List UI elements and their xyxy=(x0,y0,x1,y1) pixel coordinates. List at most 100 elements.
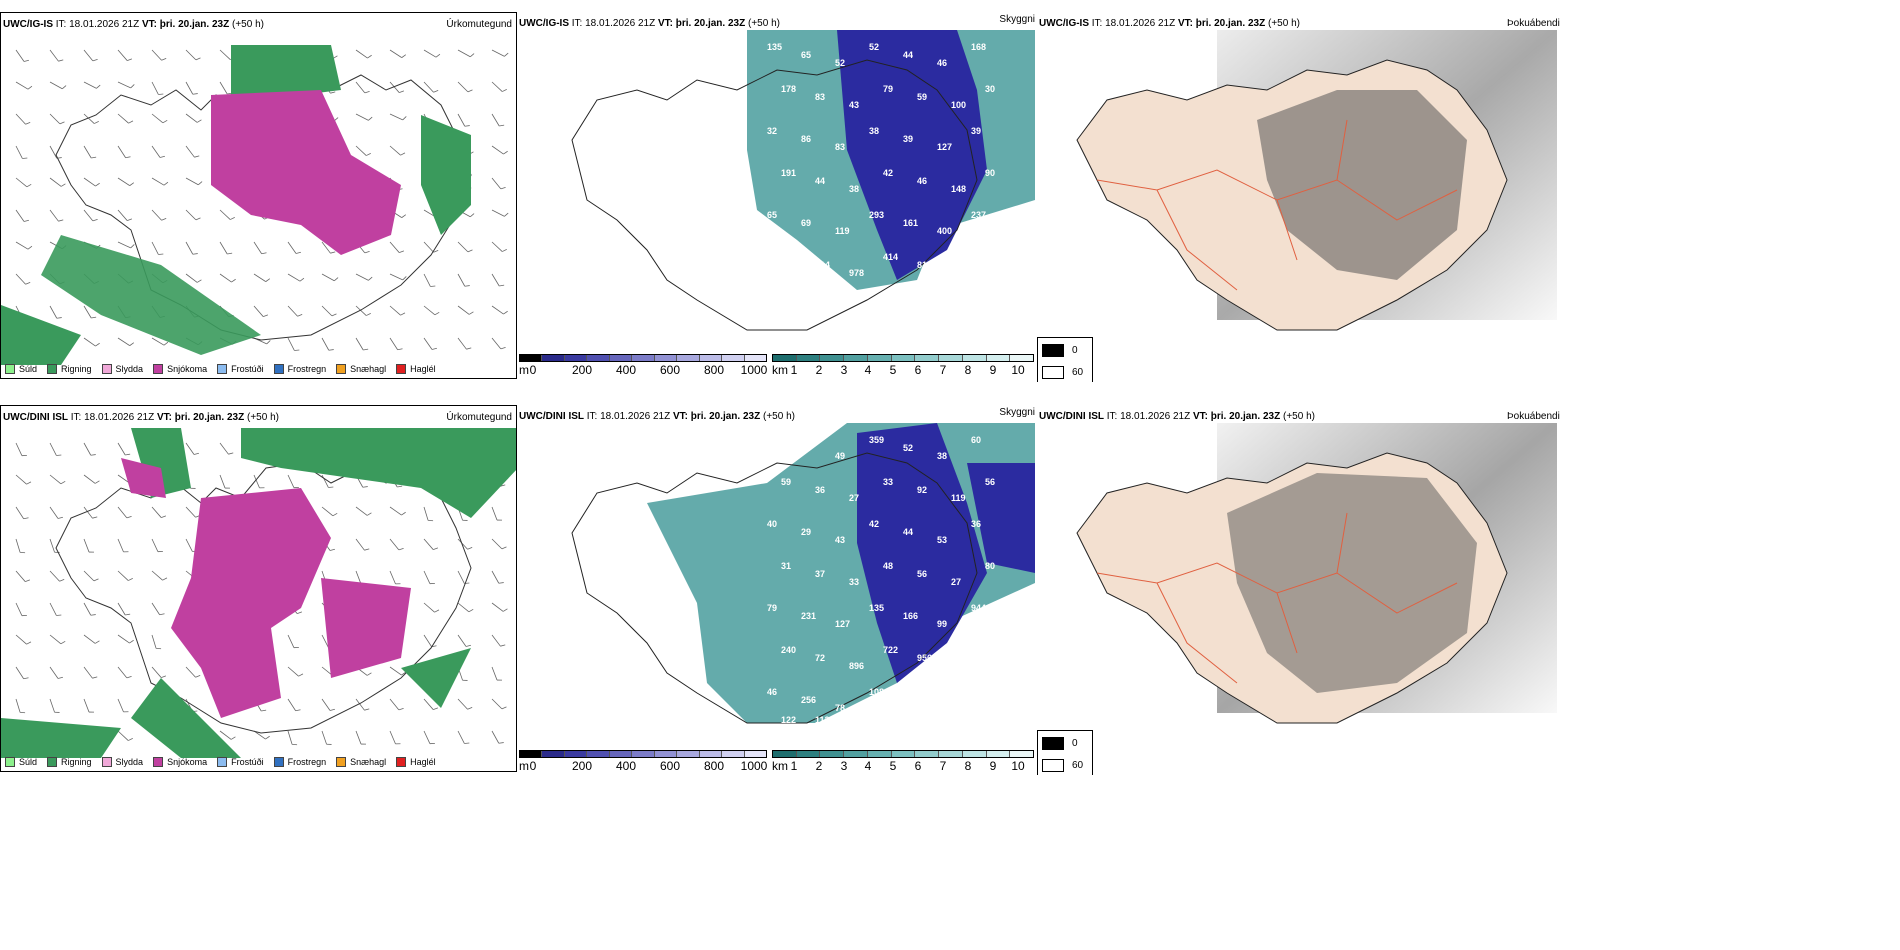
colorbar-tick: 1000 xyxy=(740,363,768,377)
cloud-base-label: 30 xyxy=(985,84,995,94)
wind-barb xyxy=(491,273,500,287)
cloud-base-label: 90 xyxy=(985,168,995,178)
wind-barb xyxy=(117,570,129,581)
wind-barb-flag xyxy=(196,279,202,283)
legend-swatch xyxy=(101,757,112,767)
wind-barb xyxy=(321,337,330,351)
fog-scale-label: 0 xyxy=(1072,345,1078,356)
wind-barb-flag xyxy=(23,677,29,680)
cloud-base-label: 207 xyxy=(951,661,966,671)
wind-barb xyxy=(15,666,24,679)
wind-barb-flag xyxy=(163,181,169,186)
legend-item: Súld xyxy=(5,364,37,374)
colorbar-bars xyxy=(519,354,767,362)
fog-scale-box: 0 60 xyxy=(1037,730,1093,775)
colorbar-tick: 4 xyxy=(864,759,872,773)
model-name: UWC/IG-IS xyxy=(3,19,53,30)
cloud-base-label: 86 xyxy=(801,134,811,144)
wind-barb xyxy=(457,113,466,127)
wind-barb-flag xyxy=(261,252,267,255)
rain-area-south xyxy=(1,648,471,758)
legend-swatch xyxy=(47,757,58,767)
wind-barb xyxy=(219,273,232,283)
lead-time: (+50 h) xyxy=(1265,18,1300,29)
wind-barb xyxy=(49,570,60,582)
wind-barb-flag xyxy=(26,641,32,645)
cloud-base-label: 256 xyxy=(801,695,816,705)
wind-barb xyxy=(15,698,21,713)
panel-title: Skyggni xyxy=(999,407,1035,418)
wind-barb xyxy=(491,602,504,612)
wind-barb xyxy=(287,241,297,254)
wind-barb-flag xyxy=(401,54,407,58)
wind-barb xyxy=(423,602,435,613)
cloud-base-labels: 57 43 49 359 52 38 60 59 36 27 33 92 119 56 40 29 43 42 44… xyxy=(767,435,995,725)
wind-barb xyxy=(457,570,465,584)
cloud-base-label: 52 xyxy=(835,58,845,68)
wind-barb xyxy=(185,177,199,186)
wind-barb-flag xyxy=(129,342,135,346)
wind-barb-flag xyxy=(368,276,373,281)
cloud-base-label: 40 xyxy=(767,519,777,529)
wind-barb-flag xyxy=(95,342,100,347)
snow-low-cloud xyxy=(837,30,987,280)
legend-item: Súld xyxy=(5,757,37,767)
wind-barb xyxy=(117,506,128,519)
wind-barb-flag xyxy=(501,706,507,710)
wind-barb xyxy=(423,506,429,521)
wind-barb-flag xyxy=(92,218,98,222)
legend-swatch xyxy=(396,364,407,374)
wind-barb xyxy=(185,81,194,95)
wind-barb-flag xyxy=(60,640,66,645)
wind-barb-flag xyxy=(130,84,135,89)
colorbar-tick: 5 xyxy=(889,363,897,377)
legend-swatch xyxy=(5,364,15,374)
lead-time: (+50 h) xyxy=(244,412,279,423)
wind-barb xyxy=(49,49,59,62)
colorbar-unit: m xyxy=(519,759,529,773)
wind-barb xyxy=(491,506,498,521)
wind-barb-flag xyxy=(402,116,407,121)
wind-barb xyxy=(49,506,59,519)
wind-barb xyxy=(219,209,231,220)
wind-barb xyxy=(151,570,163,581)
cloud-base-label: 108 xyxy=(869,687,884,697)
wind-barb-flag xyxy=(56,317,62,319)
wind-barb-flag xyxy=(328,349,334,351)
wind-barb xyxy=(287,337,295,351)
cloud-base-label: 135 xyxy=(767,42,782,52)
cloud-base-label: 53 xyxy=(937,535,947,545)
initial-time: IT: 18.01.2026 21Z xyxy=(584,411,673,422)
wind-barb-flag xyxy=(397,348,403,351)
wind-barb xyxy=(491,538,503,550)
cloud-base-label: 79 xyxy=(767,603,777,613)
wind-barb xyxy=(83,145,92,159)
wind-barb-flag xyxy=(499,124,505,127)
cloud-base-label: 59 xyxy=(917,92,927,102)
wind-barb xyxy=(253,273,266,282)
wind-barb-flag xyxy=(500,346,506,350)
wind-barb-flag xyxy=(401,671,406,676)
rain-area-southwest xyxy=(1,305,81,365)
wind-barb xyxy=(83,442,92,456)
wind-barb xyxy=(457,49,471,58)
wind-barb-flag xyxy=(263,314,269,317)
colorbar-unit: km xyxy=(772,759,788,773)
wind-barb xyxy=(15,49,25,62)
cloud-base-label: 31 xyxy=(781,561,791,571)
wind-barb xyxy=(151,81,159,95)
wind-barb xyxy=(83,570,95,582)
fog-scale-black xyxy=(1042,737,1064,750)
valid-time: þri. 20.jan. 23Z xyxy=(1192,18,1266,29)
wind-barb-flag xyxy=(265,278,271,282)
wind-barb xyxy=(457,305,470,315)
precip-map xyxy=(1,428,516,758)
legend-item: Haglél xyxy=(396,757,436,767)
wind-barb xyxy=(219,81,228,95)
wind-barb xyxy=(321,241,331,254)
wind-barb xyxy=(15,113,26,125)
wind-barb xyxy=(49,666,59,679)
wind-barb xyxy=(321,305,333,317)
wind-barb xyxy=(151,506,162,518)
wind-barb-flag xyxy=(431,347,437,350)
